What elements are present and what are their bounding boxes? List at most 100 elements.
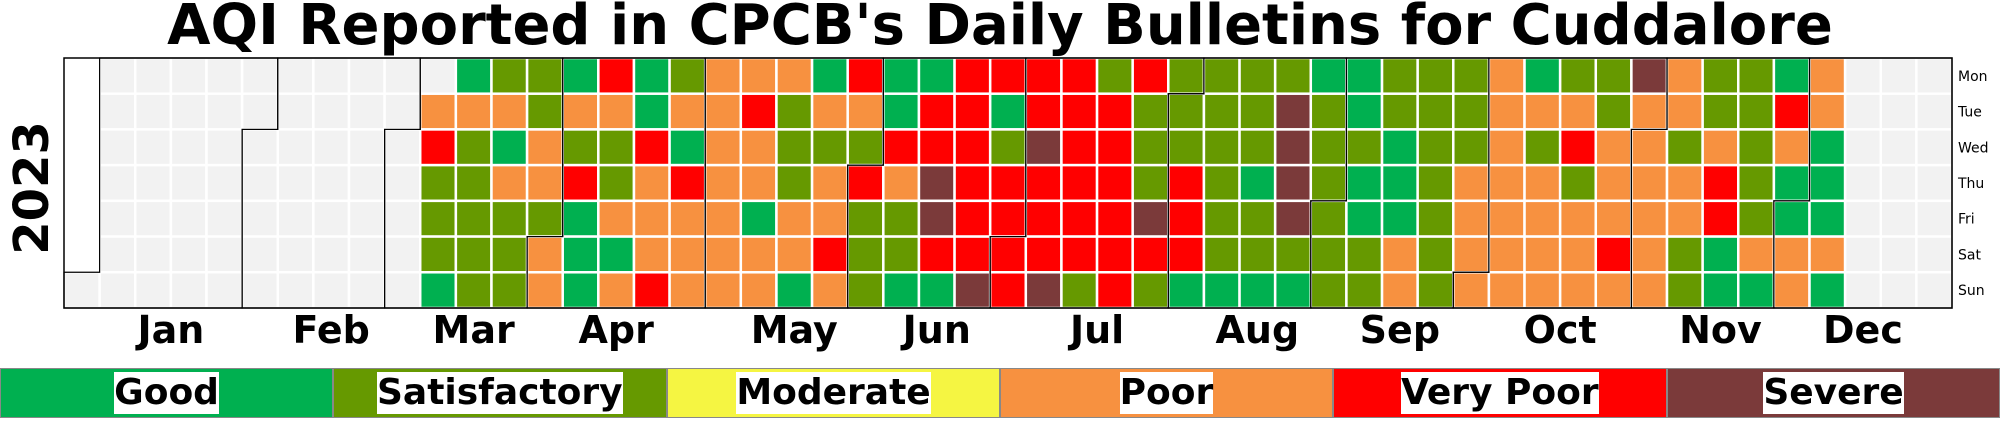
day-cell-11-30	[1772, 163, 1811, 203]
legend-label-good: Good	[114, 372, 219, 414]
day-cell-1-24	[205, 92, 244, 131]
day-cell-9-28	[1452, 163, 1491, 203]
day-cell-3-13	[454, 56, 493, 95]
day-cell-2-13	[312, 56, 351, 95]
day-cell-5-25	[810, 163, 849, 203]
day-cell-3-12	[418, 271, 458, 310]
day-cell-2-4	[240, 235, 279, 274]
day-cell-6-22	[953, 163, 992, 203]
day-cell-3-21	[490, 92, 529, 131]
chart-title: AQI Reported in CPCB's Daily Bulletins f…	[167, 0, 1833, 58]
day-label-sat: Sat	[1958, 247, 1981, 263]
day-cell-4-27	[668, 163, 707, 203]
month-label-apr: Apr	[578, 308, 654, 352]
day-cell-1-6	[98, 199, 137, 238]
day-cell-12-30	[1915, 235, 1954, 274]
day-cell-5-1	[703, 56, 743, 95]
day-cell-1-20	[169, 199, 208, 238]
day-cell-5-9	[739, 92, 778, 131]
day-cell-2-16	[312, 163, 351, 203]
day-cell-12-9	[1808, 235, 1847, 274]
day-cell-6-23	[953, 199, 992, 238]
day-cell-6-26	[988, 56, 1028, 95]
day-cell-9-12	[1380, 92, 1419, 131]
day-cell-9-22	[1416, 199, 1455, 238]
day-cell-11-16	[1701, 163, 1740, 203]
day-cell-2-10	[276, 199, 315, 238]
day-cell-7-5	[1024, 128, 1063, 167]
day-cell-1-1	[62, 271, 101, 310]
day-cell-1-14	[133, 235, 173, 274]
day-cell-9-10	[1345, 271, 1384, 310]
month-label-jan: Jan	[134, 308, 204, 352]
day-cell-3-1	[383, 128, 422, 167]
day-cell-9-21	[1416, 163, 1455, 203]
day-cell-8-17	[1238, 163, 1277, 203]
day-cell-8-20	[1238, 271, 1277, 310]
day-cell-8-25	[1273, 199, 1313, 238]
day-cell-4-18	[632, 92, 671, 131]
legend-item-good: Good	[0, 368, 334, 418]
day-cell-11-9	[1665, 163, 1704, 203]
day-cell-7-29	[1131, 235, 1170, 274]
day-cell-12-1	[1772, 199, 1811, 238]
day-cell-9-19	[1416, 92, 1455, 131]
day-cell-5-13	[739, 235, 778, 274]
day-cell-12-29	[1915, 199, 1954, 238]
day-cell-8-23	[1273, 128, 1313, 167]
day-cell-1-18	[169, 128, 208, 167]
day-cell-11-20	[1737, 56, 1776, 95]
day-cell-2-1	[240, 128, 279, 167]
day-cell-1-16	[169, 56, 208, 95]
day-cell-6-21	[953, 128, 992, 167]
day-cell-12-19	[1879, 92, 1918, 131]
legend-item-moderate: Moderate	[666, 368, 1000, 418]
day-cell-9-29	[1452, 199, 1491, 238]
day-cell-2-9	[276, 163, 315, 203]
day-cell-2-21	[347, 92, 386, 131]
day-cell-6-12	[917, 56, 956, 95]
day-cell-6-1	[846, 163, 885, 203]
day-cell-11-8	[1665, 128, 1704, 167]
day-cell-3-7	[418, 92, 458, 131]
month-label-jul: Jul	[1067, 308, 1124, 352]
day-cell-12-22	[1879, 199, 1918, 238]
day-cell-7-31	[1167, 56, 1206, 95]
day-cell-3-24	[490, 199, 529, 238]
day-cell-12-5	[1808, 92, 1847, 131]
day-cell-9-23	[1416, 235, 1455, 274]
day-cell-5-19	[775, 199, 814, 238]
day-cell-4-13	[597, 163, 636, 203]
day-cell-6-7	[882, 128, 921, 167]
day-cell-5-21	[775, 271, 814, 310]
day-cell-9-4	[1345, 56, 1384, 95]
day-cell-8-5	[1167, 235, 1206, 274]
day-cell-8-28	[1309, 56, 1348, 95]
day-cell-1-8	[98, 271, 137, 310]
day-cell-4-7	[561, 199, 600, 238]
day-cell-9-14	[1380, 163, 1419, 203]
day-cell-4-16	[597, 271, 636, 310]
day-cell-4-23	[632, 271, 671, 310]
day-cell-11-29	[1772, 128, 1811, 167]
day-cell-3-22	[490, 128, 529, 167]
day-cell-5-18	[775, 163, 814, 203]
day-cell-10-14	[1523, 235, 1562, 274]
day-cell-3-23	[490, 163, 529, 203]
day-cell-7-24	[1131, 56, 1170, 95]
day-cell-6-16	[917, 199, 956, 238]
day-cell-10-11	[1523, 128, 1562, 167]
day-cell-7-9	[1024, 271, 1063, 310]
day-cell-9-25	[1452, 56, 1491, 95]
day-cell-8-15	[1238, 92, 1277, 131]
day-cell-6-20	[953, 92, 992, 131]
day-cell-10-21	[1558, 235, 1598, 274]
day-cell-2-19	[312, 271, 351, 310]
day-cell-9-9	[1345, 235, 1384, 274]
day-cell-12-3	[1772, 271, 1811, 310]
day-cell-12-27	[1915, 128, 1954, 167]
day-cell-2-25	[347, 235, 386, 274]
day-cell-5-24	[810, 128, 849, 167]
day-cell-2-11	[276, 235, 315, 274]
day-cell-9-11	[1380, 56, 1419, 95]
